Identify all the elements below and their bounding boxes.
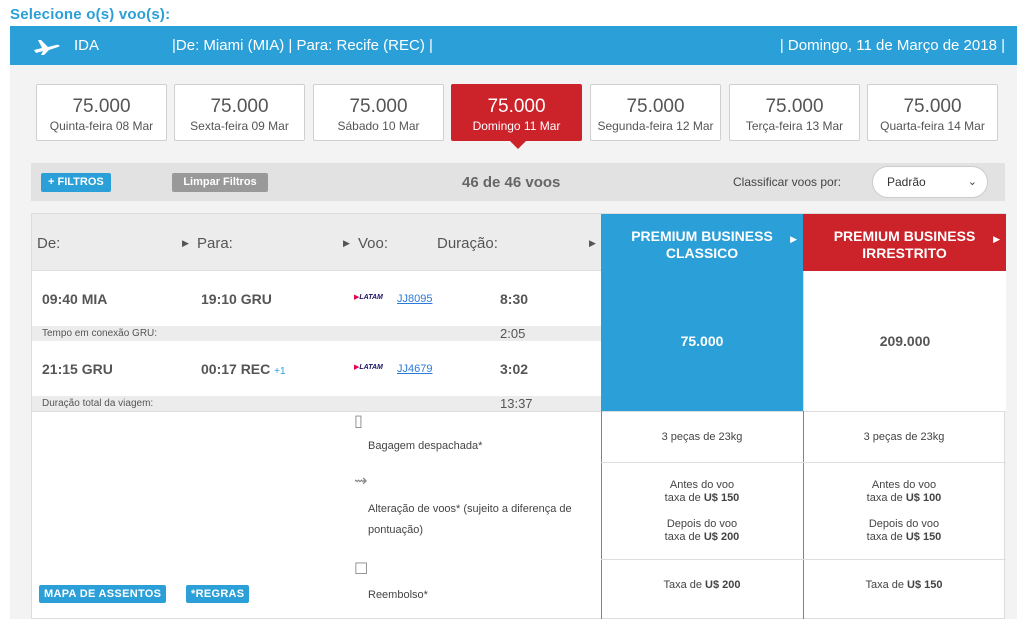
flight-count: 46 de 46 voos [462,174,561,191]
fare-header-irrestrito[interactable]: PREMIUM BUSINESS IRRESTRITO ▶ [803,214,1006,271]
flight-change-icon: ⇝ [354,473,368,490]
day-card-08[interactable]: 75.000 Quinta-feira 08 Mar [36,84,167,141]
bagagem-irrestrito: 3 peças de 23kg [863,431,945,443]
next-day-badge: +1 [274,366,286,377]
sort-label: Classificar voos por: [733,175,842,189]
connection-info: Tempo em conexão GRU: 2:05 [32,326,601,341]
day-price: 75.000 [626,96,685,117]
latam-logo-icon: ▶LATAM [354,364,383,371]
day-price: 75.000 [487,96,546,117]
table-header: De: ▶ Para: ▶ Voo: Duração: ▶ [32,214,601,271]
divider [803,411,804,619]
flight-segment-1: 09:40 MIA 19:10 GRU ▶LATAM JJ8095 8:30 [32,271,601,329]
day-card-12[interactable]: 75.000 Segunda-feira 12 Mar [590,84,721,141]
flight-number-link[interactable]: JJ4679 [397,363,433,375]
filter-bar: + FILTROS Limpar Filtros 46 de 46 voos C… [31,163,1005,201]
sort-triangle-icon: ▶ [790,234,797,244]
sort-triangle-icon: ▶ [182,238,189,248]
header-voo[interactable]: Voo: [358,235,389,252]
sort-triangle-icon: ▶ [993,234,1000,244]
divider [601,411,602,619]
divider [601,559,1006,560]
page-title: Selecione o(s) voo(s): [10,6,171,23]
fare-header-classico[interactable]: PREMIUM BUSINESS CLASSICO ▶ [601,214,803,271]
benefit-bagagem-label: Bagagem despachada* [368,440,483,452]
day-price: 75.000 [765,96,824,117]
day-label: Terça-feira 13 Mar [745,119,844,133]
route-text: |De: Miami (MIA) | Para: Recife (REC) | [172,37,433,54]
connection-label: Tempo em conexão GRU: [42,328,158,339]
alteracao-classico: Antes do voo taxa de U$ 150 Depois do vo… [664,479,740,543]
benefit-alteracao-label: Alteração de voos* (sujeito a diferença … [368,503,572,536]
seat-map-button[interactable]: MAPA DE ASSENTOS [39,585,167,603]
fare-header-line1: PREMIUM BUSINESS [631,228,773,244]
day-label: Domingo 11 Mar [472,119,561,133]
date-text: | Domingo, 11 de Março de 2018 | [779,37,1005,54]
day-price: 75.000 [72,96,131,117]
header-duracao[interactable]: Duração: [437,235,498,252]
price-cell-irrestrito[interactable]: 209.000 [803,271,1006,411]
refund-icon: ☐ [354,561,369,578]
departure-time: 09:40 MIA [42,291,108,307]
arrival-time: 19:10 GRU [201,291,272,307]
fare-header-line1: PREMIUM BUSINESS [833,228,976,244]
day-card-11-selected[interactable]: 75.000 Domingo 11 Mar [451,84,582,149]
arrival-time: 00:17 REC +1 [201,361,286,377]
day-price: 75.000 [210,96,269,117]
flight-number-link[interactable]: JJ8095 [397,293,433,305]
header-para[interactable]: Para: [197,235,233,252]
day-card-14[interactable]: 75.000 Quarta-feira 14 Mar [867,84,998,141]
day-price: 75.000 [903,96,962,117]
reembolso-irrestrito: Taxa de U$ 150 [865,579,943,591]
sort-select[interactable]: Padrão ⌄ [872,166,988,198]
day-price: 75.000 [349,96,408,117]
day-card-09[interactable]: 75.000 Sexta-feira 09 Mar [174,84,305,141]
filters-button[interactable]: + FILTROS [41,173,111,192]
sort-select-value: Padrão [887,175,926,189]
connection-time: 2:05 [500,326,526,341]
airplane-icon [34,40,60,55]
flight-segment-2: 21:15 GRU 00:17 REC +1 ▶LATAM JJ4679 3:0… [32,341,601,399]
divider [32,411,1006,412]
outbound-header: IDA |De: Miami (MIA) | Para: Recife (REC… [10,26,1017,65]
benefit-reembolso-label: Reembolso* [368,589,428,601]
departure-time: 21:15 GRU [42,361,113,377]
segment-duration: 8:30 [500,291,529,307]
price-cell-classico[interactable]: 75.000 [601,271,803,411]
reembolso-classico: Taxa de U$ 200 [663,579,741,591]
day-label: Sexta-feira 09 Mar [190,119,289,133]
latam-logo-icon: ▶LATAM [354,294,383,301]
chevron-down-icon: ⌄ [967,176,977,188]
rules-button[interactable]: *REGRAS [186,585,250,603]
fare-header-line2: IRRESTRITO [862,245,947,261]
fare-header-line2: CLASSICO [665,245,739,261]
day-card-10[interactable]: 75.000 Sábado 10 Mar [313,84,444,141]
total-duration-time: 13:37 [500,396,533,411]
day-label: Sábado 10 Mar [337,119,420,133]
alteracao-irrestrito: Antes do voo taxa de U$ 100 Depois do vo… [866,479,942,543]
day-label: Segunda-feira 12 Mar [597,119,714,133]
flight-results-table: De: ▶ Para: ▶ Voo: Duração: ▶ PREMIUM BU… [31,213,1006,619]
bagagem-classico: 3 peças de 23kg [661,431,743,443]
day-card-13[interactable]: 75.000 Terça-feira 13 Mar [729,84,860,141]
clear-filters-button[interactable]: Limpar Filtros [172,173,268,192]
total-duration-label: Duração total da viagem: [42,398,154,409]
sort-triangle-icon: ▶ [343,238,350,248]
segment-duration: 3:02 [500,361,529,377]
day-label: Quinta-feira 08 Mar [49,119,154,133]
total-duration-info: Duração total da viagem: 13:37 [32,396,601,411]
ida-label: IDA [74,37,100,54]
sort-triangle-icon: ▶ [589,238,596,248]
divider [601,462,1006,463]
header-de[interactable]: De: [37,235,61,252]
day-label: Quarta-feira 14 Mar [880,119,985,133]
luggage-icon: ▯ [354,413,363,430]
